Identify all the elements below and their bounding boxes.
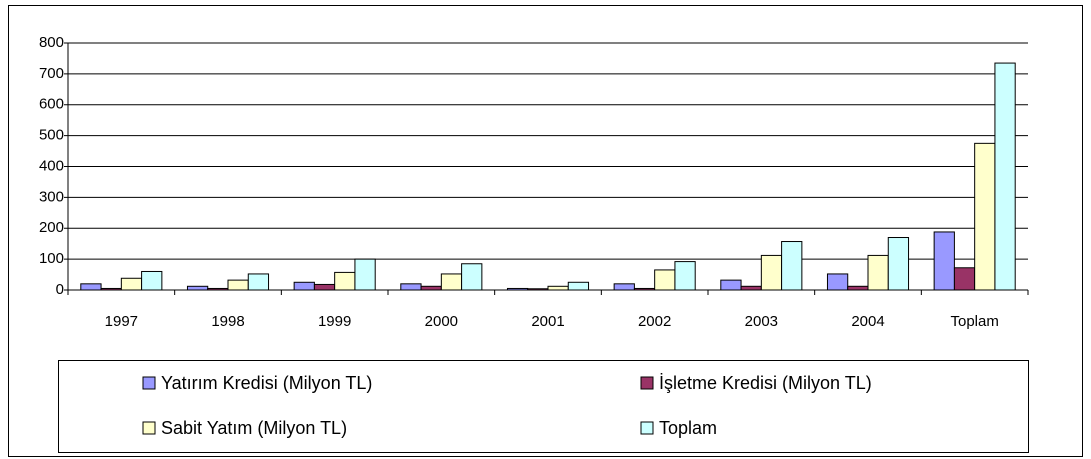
bar xyxy=(400,283,422,291)
bar xyxy=(567,281,590,291)
y-tick-label: 100 xyxy=(39,250,64,267)
y-tick-label: 500 xyxy=(39,127,64,144)
bar xyxy=(933,231,955,291)
x-tick-label: 2000 xyxy=(425,313,458,330)
bar xyxy=(867,254,889,291)
bar xyxy=(974,142,996,291)
legend-swatch xyxy=(640,421,654,435)
y-tick-label: 300 xyxy=(39,188,64,205)
legend-label: İşletme Kredisi (Milyon TL) xyxy=(659,373,872,393)
bar xyxy=(826,273,849,291)
bar xyxy=(293,281,315,291)
bar xyxy=(613,283,635,291)
legend-label: Yatırım Kredisi (Milyon TL) xyxy=(161,373,372,393)
x-tick-label: 2003 xyxy=(745,313,778,330)
legend-label: Sabit Yatım (Milyon TL) xyxy=(161,418,347,438)
bar xyxy=(547,285,569,291)
x-tick-label: 2001 xyxy=(531,313,564,330)
x-tick-label: Toplam xyxy=(950,313,998,330)
legend-swatch xyxy=(640,376,654,390)
x-tick-label: 2002 xyxy=(638,313,671,330)
bar xyxy=(141,270,163,291)
bar xyxy=(354,258,376,291)
bar xyxy=(247,273,270,291)
bar xyxy=(674,261,696,291)
bar xyxy=(440,273,463,291)
bar xyxy=(80,283,102,291)
bar xyxy=(887,237,910,291)
y-tick-label: 600 xyxy=(39,96,64,113)
bar xyxy=(120,277,143,291)
bar xyxy=(313,283,336,291)
bar xyxy=(334,271,356,291)
x-tick-label: 1999 xyxy=(318,313,351,330)
legend-swatch xyxy=(142,376,156,390)
bar xyxy=(994,62,1016,291)
bar xyxy=(654,269,676,291)
bar xyxy=(953,267,976,291)
bar xyxy=(420,285,442,291)
bar xyxy=(760,254,783,291)
x-tick-label: 1998 xyxy=(211,313,244,330)
bar xyxy=(847,285,869,291)
bar xyxy=(227,279,249,291)
legend-label: Toplam xyxy=(659,418,717,438)
legend-box xyxy=(58,360,1029,453)
bar xyxy=(186,285,209,291)
y-tick-label: 0 xyxy=(56,281,64,298)
x-tick-label: 2004 xyxy=(851,313,884,330)
y-tick-label: 200 xyxy=(39,219,64,236)
y-tick-label: 700 xyxy=(39,65,64,82)
bar xyxy=(461,263,483,291)
bar xyxy=(781,241,803,291)
bar xyxy=(720,279,742,291)
x-tick-label: 1997 xyxy=(105,313,138,330)
y-tick-label: 800 xyxy=(39,34,64,51)
legend-swatch xyxy=(142,421,156,435)
y-tick-label: 400 xyxy=(39,157,64,174)
bar xyxy=(740,285,762,291)
